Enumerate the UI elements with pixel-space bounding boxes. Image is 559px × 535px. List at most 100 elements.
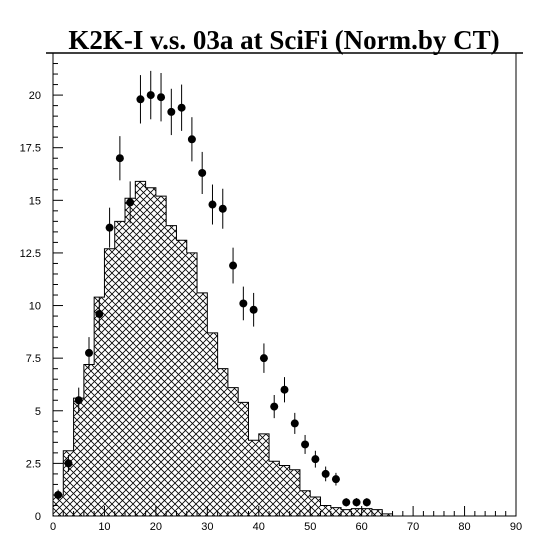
point-marker bbox=[229, 261, 238, 270]
histogram-bin-2 bbox=[73, 398, 84, 516]
point-marker bbox=[362, 498, 371, 507]
histogram-bin-26 bbox=[320, 505, 331, 516]
point-marker bbox=[64, 459, 73, 468]
data-point-16 bbox=[218, 188, 227, 229]
histogram-bin-31 bbox=[371, 509, 383, 516]
point-marker bbox=[321, 469, 330, 478]
point-marker bbox=[270, 402, 279, 411]
histogram-bin-8 bbox=[135, 181, 146, 517]
histogram-bin-25 bbox=[310, 497, 321, 516]
point-marker bbox=[167, 107, 176, 116]
data-points-layer bbox=[54, 70, 371, 507]
histogram-bin-16 bbox=[217, 368, 228, 516]
data-point-1 bbox=[64, 454, 73, 472]
histogram-outline bbox=[52, 180, 403, 517]
histogram-bin-30 bbox=[361, 508, 372, 516]
data-point-30 bbox=[362, 498, 371, 507]
point-marker bbox=[239, 299, 248, 308]
data-point-12 bbox=[177, 84, 186, 131]
point-marker bbox=[280, 385, 289, 394]
y-tick-label: 0 bbox=[35, 511, 41, 523]
chart-title: K2K-I v.s. 03a at SciFi (Norm.by CT) bbox=[68, 25, 499, 55]
point-marker bbox=[126, 198, 135, 207]
data-point-28 bbox=[342, 498, 351, 507]
data-point-27 bbox=[331, 472, 340, 486]
point-marker bbox=[95, 309, 104, 318]
data-point-22 bbox=[280, 377, 289, 403]
point-marker bbox=[85, 348, 94, 357]
point-marker bbox=[249, 305, 258, 314]
point-marker bbox=[208, 200, 217, 209]
y-tick-label: 15 bbox=[29, 195, 41, 207]
point-marker bbox=[352, 498, 361, 507]
histogram-bin-27 bbox=[330, 507, 342, 516]
point-marker bbox=[259, 354, 268, 363]
x-tick-label: 80 bbox=[458, 521, 470, 533]
data-point-13 bbox=[187, 117, 196, 162]
data-point-23 bbox=[290, 412, 299, 434]
histogram-bin-14 bbox=[197, 292, 208, 516]
histogram-bin-5 bbox=[104, 248, 115, 517]
point-marker bbox=[218, 204, 227, 213]
point-marker bbox=[290, 419, 299, 428]
axis-layer: 0 10 20 30 40 50 60 70 80 90 0 2.5 5 7.5 10 12.5 15 17.5 2… bbox=[20, 52, 522, 533]
data-point-14 bbox=[198, 151, 207, 195]
data-point-2 bbox=[74, 387, 83, 413]
point-marker bbox=[311, 455, 320, 464]
data-point-24 bbox=[301, 434, 310, 454]
point-marker bbox=[198, 168, 207, 177]
point-marker bbox=[177, 103, 186, 112]
histogram-bin-11 bbox=[166, 225, 177, 516]
data-point-17 bbox=[229, 247, 238, 284]
point-marker bbox=[157, 93, 166, 102]
data-point-10 bbox=[157, 72, 166, 122]
x-tick-label: 0 bbox=[50, 521, 56, 533]
histogram-bin-23 bbox=[289, 469, 300, 516]
histogram-bin-1 bbox=[63, 450, 74, 516]
data-point-3 bbox=[85, 337, 94, 369]
data-point-4 bbox=[95, 297, 104, 331]
histogram-bin-12 bbox=[176, 240, 187, 516]
point-marker bbox=[301, 440, 310, 449]
histogram-bin-4 bbox=[94, 297, 105, 516]
point-marker bbox=[74, 396, 83, 405]
histogram-bin-20 bbox=[258, 433, 270, 516]
x-tick-label: 10 bbox=[98, 521, 110, 533]
data-point-18 bbox=[239, 286, 248, 321]
x-tick-label: 50 bbox=[304, 521, 316, 533]
x-tick-label: 20 bbox=[150, 521, 162, 533]
x-tick-label: 40 bbox=[253, 521, 265, 533]
histogram-bin-7 bbox=[125, 198, 136, 517]
histogram-layer bbox=[52, 180, 403, 517]
y-tick-label: 12.5 bbox=[20, 248, 41, 260]
point-marker bbox=[146, 91, 155, 100]
histogram-bin-28 bbox=[341, 509, 352, 516]
data-point-20 bbox=[259, 343, 268, 373]
y-tick-label: 20 bbox=[29, 90, 41, 102]
data-point-15 bbox=[208, 184, 217, 225]
histogram-bin-32 bbox=[382, 513, 393, 516]
histogram-bin-17 bbox=[227, 387, 239, 516]
data-point-6 bbox=[115, 136, 124, 181]
histogram-bin-24 bbox=[299, 490, 311, 516]
data-point-26 bbox=[321, 466, 330, 482]
data-point-8 bbox=[136, 75, 145, 124]
histogram-bin-29 bbox=[351, 508, 362, 516]
y-tick-label: 2.5 bbox=[26, 458, 41, 470]
y-tick-label: 10 bbox=[29, 301, 41, 313]
point-marker bbox=[342, 498, 351, 507]
histogram-bin-13 bbox=[186, 252, 198, 516]
x-tick-label: 70 bbox=[407, 521, 419, 533]
point-marker bbox=[187, 135, 196, 144]
histogram-bin-22 bbox=[279, 465, 290, 516]
y-tick-label: 5 bbox=[35, 406, 41, 418]
point-marker bbox=[331, 475, 340, 484]
histogram-bin-0 bbox=[53, 494, 64, 516]
x-tick-label: 60 bbox=[356, 521, 368, 533]
point-marker bbox=[136, 95, 145, 104]
histogram-bin-21 bbox=[269, 461, 280, 516]
histogram-bin-19 bbox=[248, 440, 259, 516]
data-point-11 bbox=[167, 88, 176, 136]
point-marker bbox=[54, 490, 63, 499]
